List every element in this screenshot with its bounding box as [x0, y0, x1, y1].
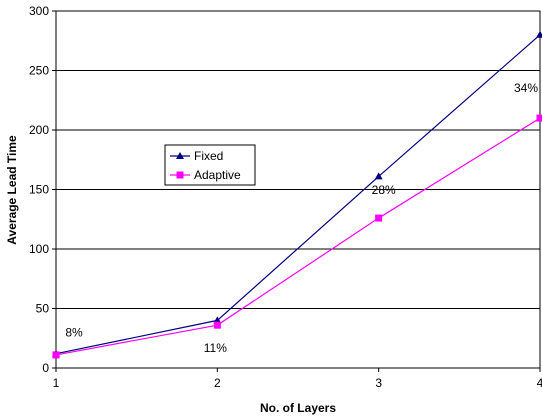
data-point	[536, 30, 542, 38]
series-line	[55, 34, 541, 355]
data-point	[213, 316, 222, 324]
x-tick-label: 2	[214, 376, 221, 390]
y-tick-label: 300	[29, 4, 49, 18]
y-axis-title: Average Lead Time	[5, 135, 19, 245]
x-tick-label: 3	[375, 376, 382, 390]
legend: Fixed Adaptive	[164, 144, 256, 186]
series-group	[52, 30, 542, 359]
annotation-label: 34%	[514, 81, 538, 95]
y-tick-label: 150	[29, 183, 49, 197]
y-tick-label: 250	[29, 64, 49, 78]
data-point	[176, 171, 184, 179]
x-axis-ticks: 1 2 3 4	[53, 368, 542, 390]
annotation-label: 8%	[65, 326, 83, 340]
x-tick-label: 1	[53, 376, 60, 390]
y-tick-label: 100	[29, 242, 49, 256]
data-point	[374, 172, 383, 180]
legend-label: Adaptive	[194, 168, 241, 182]
series-fixed	[52, 30, 542, 357]
y-tick-label: 50	[36, 302, 50, 316]
data-point	[375, 214, 383, 222]
data-point	[176, 152, 184, 159]
grid-lines	[56, 10, 540, 369]
series-adaptive	[52, 114, 542, 359]
annotation-label: 28%	[372, 183, 396, 197]
legend-label: Fixed	[194, 149, 223, 163]
data-point	[52, 351, 60, 359]
x-axis-title: No. of Layers	[260, 401, 336, 415]
y-tick-label: 0	[42, 361, 49, 375]
y-tick-label: 200	[29, 123, 49, 137]
data-point	[213, 321, 221, 329]
x-tick-label: 4	[537, 376, 542, 390]
annotations: 8% 11% 28% 34%	[65, 81, 538, 355]
series-line	[55, 117, 541, 356]
annotation-label: 11%	[204, 341, 227, 355]
y-axis-ticks: 0 50 100 150 200 250 300	[29, 4, 56, 375]
data-point	[536, 114, 542, 122]
